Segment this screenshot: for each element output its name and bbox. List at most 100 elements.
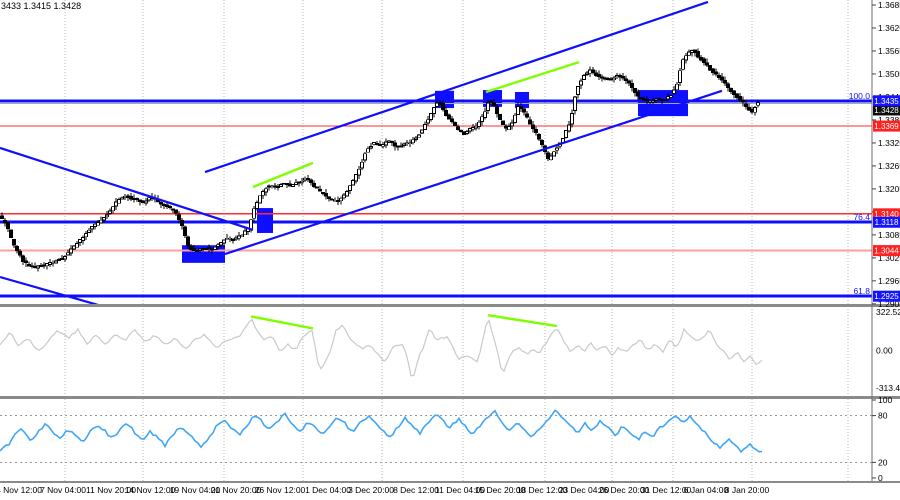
candle-body [534,129,538,134]
price-tick-label: 1.3505 [878,69,900,79]
trendline[interactable] [204,0,709,174]
candle-body [30,265,34,268]
candle-body [87,229,91,233]
candle-body [438,102,442,105]
candle-body [324,192,328,197]
candle-body [750,108,754,113]
candle-body [510,122,514,127]
time-axis-label: 26 Nov 12:00 [255,485,306,495]
green-trendline[interactable] [487,314,558,328]
candle-body [216,244,220,247]
candle-body [183,226,187,237]
stochastic-line [0,409,763,454]
candle-body [699,56,703,61]
trendline[interactable] [224,89,723,256]
oscillator-panel-1[interactable] [0,314,763,377]
candle-body [477,121,481,127]
candle-body [63,256,67,260]
green-trendline[interactable] [252,161,314,189]
candle-body [414,137,418,140]
candle-body [69,248,73,254]
panel-separator[interactable] [0,396,900,399]
candle-body [588,69,592,74]
candle-body [615,75,619,78]
candle-body [648,100,652,103]
candle-body [387,140,391,143]
main-price-panel[interactable] [0,0,872,307]
candle-body [591,69,595,73]
candle-body [729,88,733,93]
candle-body [573,96,577,111]
candle-body [450,118,454,123]
candle-body [417,134,421,138]
candle-body [501,120,505,126]
time-axis-label: 11 Dec 04:00 [435,485,485,495]
candle-body [495,106,499,115]
trendline[interactable] [0,275,105,307]
candle-body [282,183,286,186]
panel-separator[interactable] [0,304,900,307]
candle-body [708,64,712,71]
time-axis-label: 14 Nov 12:00 [125,485,176,495]
candle-body [459,129,463,133]
candle-body [378,143,382,147]
candle-body [129,196,133,200]
time-axis-label: 15 Dec 20:00 [475,485,526,495]
trendline[interactable] [0,146,254,231]
candle-body [720,76,724,81]
price-badge-label: 1.2925 [874,292,899,301]
oscillator2-tick-label: 100 [878,395,892,405]
candle-body [606,78,610,81]
fib-level-label: 76.4 [853,212,870,222]
candle-body [411,139,415,144]
candle-body [120,197,124,200]
candle-body [180,219,184,227]
candles [0,48,760,272]
candle-body [576,86,580,96]
price-badge-label: 1.3428 [874,106,899,115]
order-block-zone[interactable] [257,208,273,233]
candle-body [72,245,76,250]
candle-body [168,206,172,209]
candle-body [528,119,532,125]
oscillator-panel-2[interactable] [0,409,872,463]
candle-body [48,262,52,265]
candle-body [666,96,670,100]
green-trendline[interactable] [485,60,580,94]
candle-body [594,72,598,76]
time-axis-label: 19 Nov 04:00 [170,485,221,495]
candle-body [447,114,451,120]
candle-body [456,126,460,130]
candle-body [132,197,136,201]
price-tick-label: 1.3025 [878,253,900,263]
candle-body [288,183,292,187]
candle-body [141,200,145,203]
price-tick-label: 1.3205 [878,184,900,194]
candle-body [357,168,361,176]
candle-body [345,191,349,197]
candle-body [267,185,271,188]
candle-body [483,111,487,118]
time-axis-label: 21 Nov 20:00 [211,485,262,495]
candle-body [684,55,688,61]
candle-body [159,201,163,205]
candle-body [0,215,4,220]
candle-body [327,196,331,199]
price-tick-label: 1.3085 [878,230,900,240]
candle-body [66,252,70,256]
candle-body [585,72,589,76]
candle-body [498,114,502,120]
candle-body [213,246,217,250]
candle-body [393,142,397,147]
panel-separator[interactable] [0,481,900,483]
candle-body [624,78,628,82]
candle-body [399,145,403,148]
candle-body [306,178,310,180]
candle-body [555,147,559,151]
green-trendline[interactable] [250,315,314,330]
candle-body [711,68,715,74]
candle-body [621,75,625,79]
